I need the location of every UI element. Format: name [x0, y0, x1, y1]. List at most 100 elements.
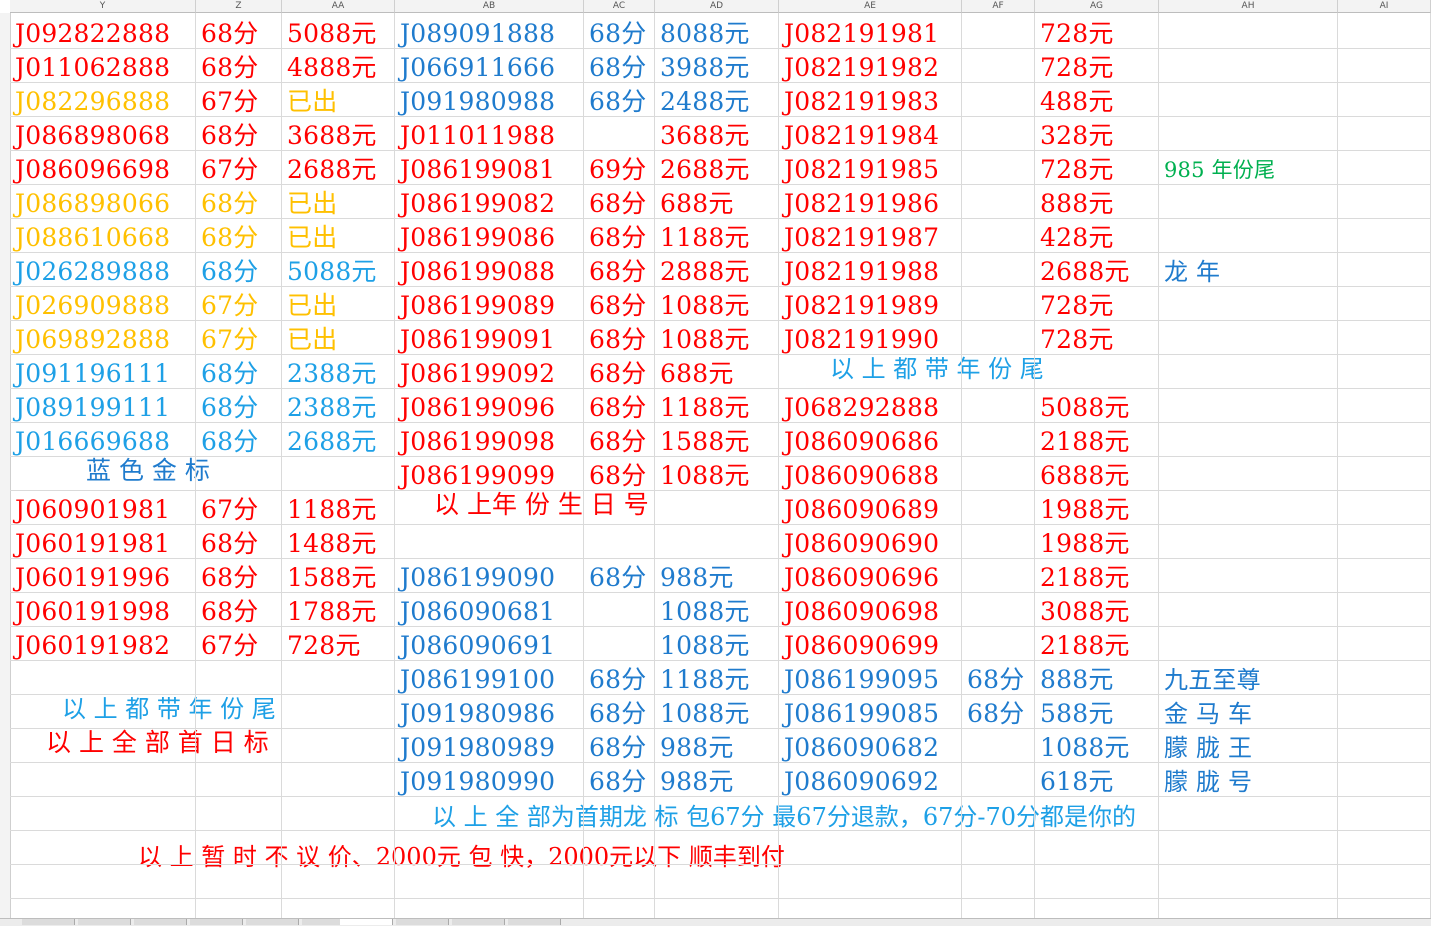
cell-ad-19[interactable]: 1088元	[660, 631, 750, 660]
cell-ae-18[interactable]: J086090698	[784, 597, 940, 626]
cell-aa-6[interactable]: 已出	[287, 189, 338, 218]
cell-ag-3[interactable]: 488元	[1040, 87, 1114, 116]
cell-ac-13[interactable]: 68分	[589, 427, 647, 456]
cell-z-2[interactable]: 68分	[201, 53, 259, 82]
cell-y-16[interactable]: J060191981	[15, 529, 171, 558]
cell-z-8[interactable]: 68分	[201, 257, 259, 286]
cell-y-15[interactable]: J060901981	[15, 495, 171, 524]
cell-y-7[interactable]: J088610668	[15, 223, 171, 252]
cell-z-4[interactable]: 68分	[201, 121, 259, 150]
cell-ag-18[interactable]: 3088元	[1040, 597, 1130, 626]
cell-ac-20[interactable]: 68分	[589, 665, 647, 694]
cell-y-2[interactable]: J011062888	[15, 53, 171, 82]
cell-ab-6[interactable]: J086199082	[400, 189, 556, 218]
cell-ah-5[interactable]: 985 年份尾	[1164, 158, 1276, 182]
cell-ae-15[interactable]: J086090689	[784, 495, 940, 524]
cell-ag-2[interactable]: 728元	[1040, 53, 1114, 82]
cell-y-3[interactable]: J082296888	[15, 87, 171, 116]
cell-ad-9[interactable]: 1088元	[660, 291, 750, 320]
cell-ab-11[interactable]: J086199092	[400, 359, 556, 388]
cell-z-12[interactable]: 68分	[201, 393, 259, 422]
cell-ac-7[interactable]: 68分	[589, 223, 647, 252]
cell-ae-8[interactable]: J082191988	[784, 257, 940, 286]
cell-ad-7[interactable]: 1188元	[660, 223, 750, 252]
sheet-tab[interactable]	[190, 919, 243, 925]
cell-ab-18[interactable]: J086090681	[400, 597, 556, 626]
cell-ag-16[interactable]: 1988元	[1040, 529, 1130, 558]
cell-ae-22[interactable]: J086090682	[784, 733, 940, 762]
cell-ae-23[interactable]: J086090692	[784, 767, 940, 796]
cell-y-10[interactable]: J069892888	[15, 325, 171, 354]
cell-z-9[interactable]: 67分	[201, 291, 259, 320]
cell-ac-6[interactable]: 68分	[589, 189, 647, 218]
cell-z-11[interactable]: 68分	[201, 359, 259, 388]
cell-ag-14[interactable]: 6888元	[1040, 461, 1130, 490]
cell-ac-2[interactable]: 68分	[589, 53, 647, 82]
cell-y-11[interactable]: J091196111	[15, 359, 171, 388]
cell-aa-5[interactable]: 2688元	[287, 155, 377, 184]
cell-ag-4[interactable]: 328元	[1040, 121, 1114, 150]
cell-ab-5[interactable]: J086199081	[400, 155, 556, 184]
cell-ab-4[interactable]: J011011988	[400, 121, 556, 150]
cell-ad-3[interactable]: 2488元	[660, 87, 750, 116]
cell-ad-20[interactable]: 1188元	[660, 665, 750, 694]
cell-ag-19[interactable]: 2188元	[1040, 631, 1130, 660]
cell-y-9[interactable]: J026909888	[15, 291, 171, 320]
cell-ae-9[interactable]: J082191989	[784, 291, 940, 320]
sheet-tab[interactable]	[508, 919, 561, 925]
cell-ab-13[interactable]: J086199098	[400, 427, 556, 456]
cell-ab-17[interactable]: J086199090	[400, 563, 556, 592]
cell-ah-20[interactable]: 九五至尊	[1164, 666, 1261, 694]
cell-ad-21[interactable]: 1088元	[660, 699, 750, 728]
column-header-ag[interactable]: AG	[1035, 0, 1159, 13]
cell-ad-12[interactable]: 1188元	[660, 393, 750, 422]
cell-ag-7[interactable]: 428元	[1040, 223, 1114, 252]
cell-z-15[interactable]: 67分	[201, 495, 259, 524]
cell-ad-22[interactable]: 988元	[660, 733, 734, 762]
cell-ae-21[interactable]: J086199085	[784, 699, 940, 728]
cell-ae-16[interactable]: J086090690	[784, 529, 940, 558]
cell-ac-12[interactable]: 68分	[589, 393, 647, 422]
cell-aa-10[interactable]: 已出	[287, 325, 338, 354]
cell-z-18[interactable]: 68分	[201, 597, 259, 626]
cell-y-19[interactable]: J060191982	[15, 631, 171, 660]
cell-y-6[interactable]: J086898066	[15, 189, 171, 218]
cell-aa-7[interactable]: 已出	[287, 223, 338, 252]
cell-aa-11[interactable]: 2388元	[287, 359, 377, 388]
column-header-ab[interactable]: AB	[395, 0, 584, 13]
cell-ad-11[interactable]: 688元	[660, 359, 734, 388]
cell-ae-12[interactable]: J068292888	[784, 393, 940, 422]
cell-ag-5[interactable]: 728元	[1040, 155, 1114, 184]
cell-ad-6[interactable]: 688元	[660, 189, 734, 218]
cell-z-1[interactable]: 68分	[201, 19, 259, 48]
cell-ae-6[interactable]: J082191986	[784, 189, 940, 218]
cell-z-7[interactable]: 68分	[201, 223, 259, 252]
cell-z-13[interactable]: 68分	[201, 427, 259, 456]
cell-z-19[interactable]: 67分	[201, 631, 259, 660]
sheet-tab[interactable]	[134, 919, 187, 925]
column-header-ae[interactable]: AE	[779, 0, 962, 13]
cell-y-18[interactable]: J060191998	[15, 597, 171, 626]
cell-ad-23[interactable]: 988元	[660, 767, 734, 796]
cell-ae-13[interactable]: J086090686	[784, 427, 940, 456]
cell-aa-9[interactable]: 已出	[287, 291, 338, 320]
cell-ab-2[interactable]: J066911666	[400, 53, 556, 82]
column-header-y[interactable]: Y	[10, 0, 196, 13]
cell-ad-1[interactable]: 8088元	[660, 19, 750, 48]
cell-ab-7[interactable]: J086199086	[400, 223, 556, 252]
cell-z-6[interactable]: 68分	[201, 189, 259, 218]
cell-ac-3[interactable]: 68分	[589, 87, 647, 116]
cell-ad-8[interactable]: 2888元	[660, 257, 750, 286]
cell-y-17[interactable]: J060191996	[15, 563, 171, 592]
cell-af-20[interactable]: 68分	[967, 665, 1025, 694]
cell-ac-9[interactable]: 68分	[589, 291, 647, 320]
cell-ad-13[interactable]: 1588元	[660, 427, 750, 456]
cell-ae-7[interactable]: J082191987	[784, 223, 940, 252]
cell-z-5[interactable]: 67分	[201, 155, 259, 184]
column-header-ad[interactable]: AD	[655, 0, 779, 13]
cell-af-21[interactable]: 68分	[967, 699, 1025, 728]
cell-aa-4[interactable]: 3688元	[287, 121, 377, 150]
cell-aa-15[interactable]: 1188元	[287, 495, 377, 524]
sheet-tab[interactable]	[396, 919, 449, 925]
